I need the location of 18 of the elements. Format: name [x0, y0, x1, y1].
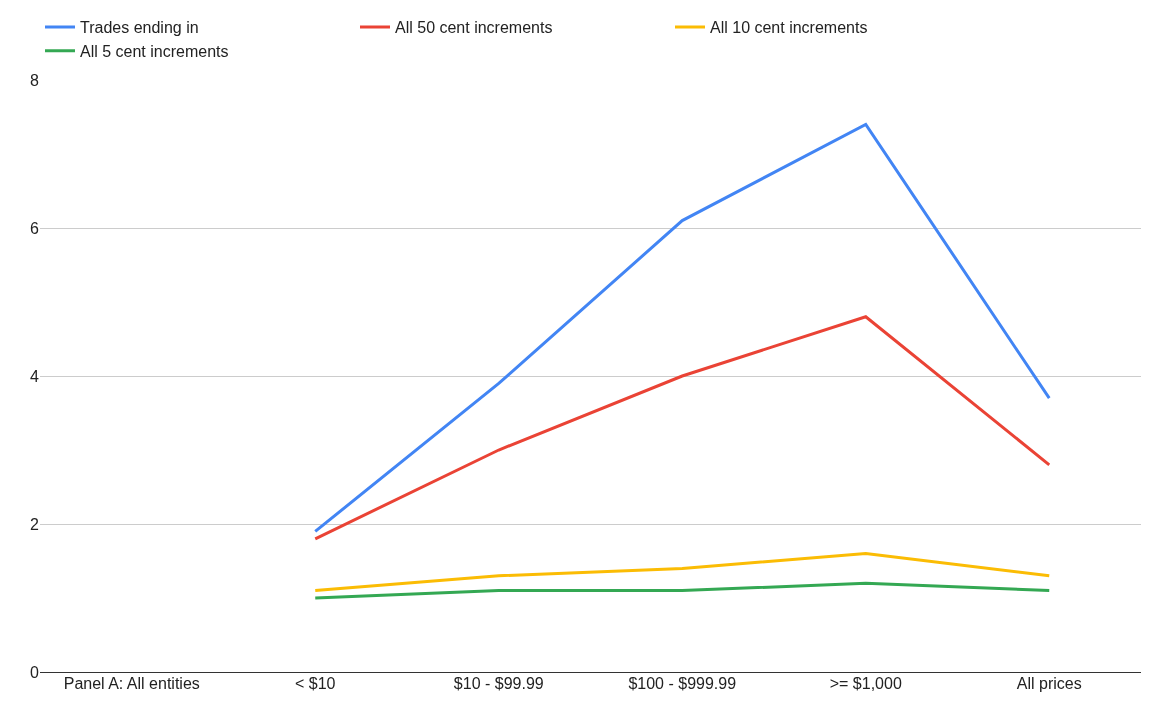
- y-tick-label: 0: [30, 663, 40, 681]
- y-tick-label: 6: [30, 219, 40, 237]
- legend-label: All 50 cent increments: [395, 19, 553, 37]
- y-tick-label: 2: [30, 515, 40, 533]
- legend-label: Trades ending in: [80, 19, 199, 37]
- x-tick-label: < $10: [295, 675, 336, 692]
- y-tick-label: 8: [30, 71, 40, 89]
- legend-label: All 10 cent increments: [710, 19, 868, 37]
- x-tick-label: All prices: [1016, 675, 1082, 692]
- line-series: [313, 552, 1051, 593]
- line-series: [313, 315, 1051, 541]
- legend-label: All 5 cent increments: [80, 43, 229, 61]
- x-tick-label: $100 - $999.99: [628, 675, 737, 692]
- y-tick-label: 4: [30, 367, 40, 385]
- line-series: [313, 122, 1051, 533]
- x-tick-label: Panel A: All entities: [63, 675, 200, 692]
- x-tick-label: >= $1,000: [829, 675, 902, 692]
- x-tick-label: $10 - $99.99: [453, 675, 544, 692]
